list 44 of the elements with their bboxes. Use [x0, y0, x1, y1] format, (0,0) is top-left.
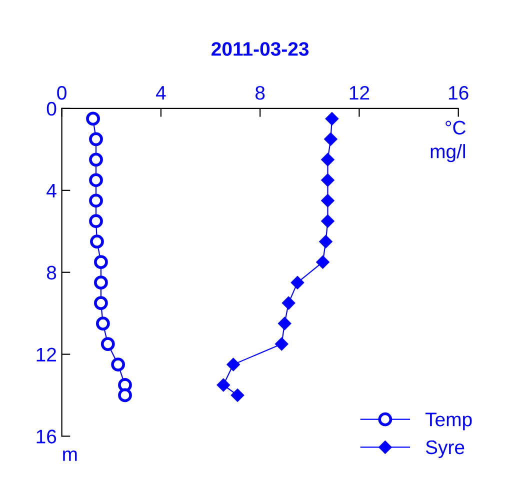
y-tick-label: 8: [46, 266, 56, 280]
x-tick-label: 12: [350, 86, 370, 100]
x-tick-label: 16: [449, 86, 468, 100]
point: [321, 194, 334, 208]
point: [278, 316, 292, 330]
x-tick-label: 8: [256, 86, 265, 100]
point: [282, 296, 296, 310]
point: [111, 358, 126, 372]
point: [100, 337, 115, 351]
point: [216, 378, 230, 392]
text: m: [63, 450, 77, 461]
point: [275, 337, 288, 351]
point: [89, 214, 103, 228]
y-tick-label: 12: [36, 348, 56, 362]
point: [90, 234, 104, 249]
y-tick-label: 16: [36, 430, 56, 444]
y-tick-label: 0: [46, 102, 56, 116]
point: [230, 388, 244, 402]
legend-label: Temp: [425, 412, 472, 430]
point: [321, 153, 334, 166]
point: [86, 112, 100, 126]
point: [89, 132, 103, 146]
point: [325, 112, 339, 126]
point: [94, 276, 108, 290]
point: [321, 214, 334, 228]
x-tick-label: 0: [57, 86, 66, 100]
point: [94, 296, 108, 310]
point: [324, 132, 338, 146]
legend-label: Syre: [426, 440, 464, 458]
chart-title: 2011-03-23: [212, 42, 309, 56]
point: [118, 388, 132, 402]
point: [96, 316, 110, 330]
point: [226, 358, 240, 372]
point: [316, 256, 330, 269]
point: [290, 276, 304, 290]
y-tick-label: 4: [46, 184, 56, 198]
point: [89, 194, 103, 208]
point: [94, 255, 108, 270]
point: [319, 235, 332, 248]
point: [321, 174, 334, 187]
point: [89, 152, 103, 167]
x-tick-label: 4: [156, 86, 166, 100]
point: [89, 173, 103, 188]
x-axis-title: °C mg/l: [430, 120, 466, 162]
